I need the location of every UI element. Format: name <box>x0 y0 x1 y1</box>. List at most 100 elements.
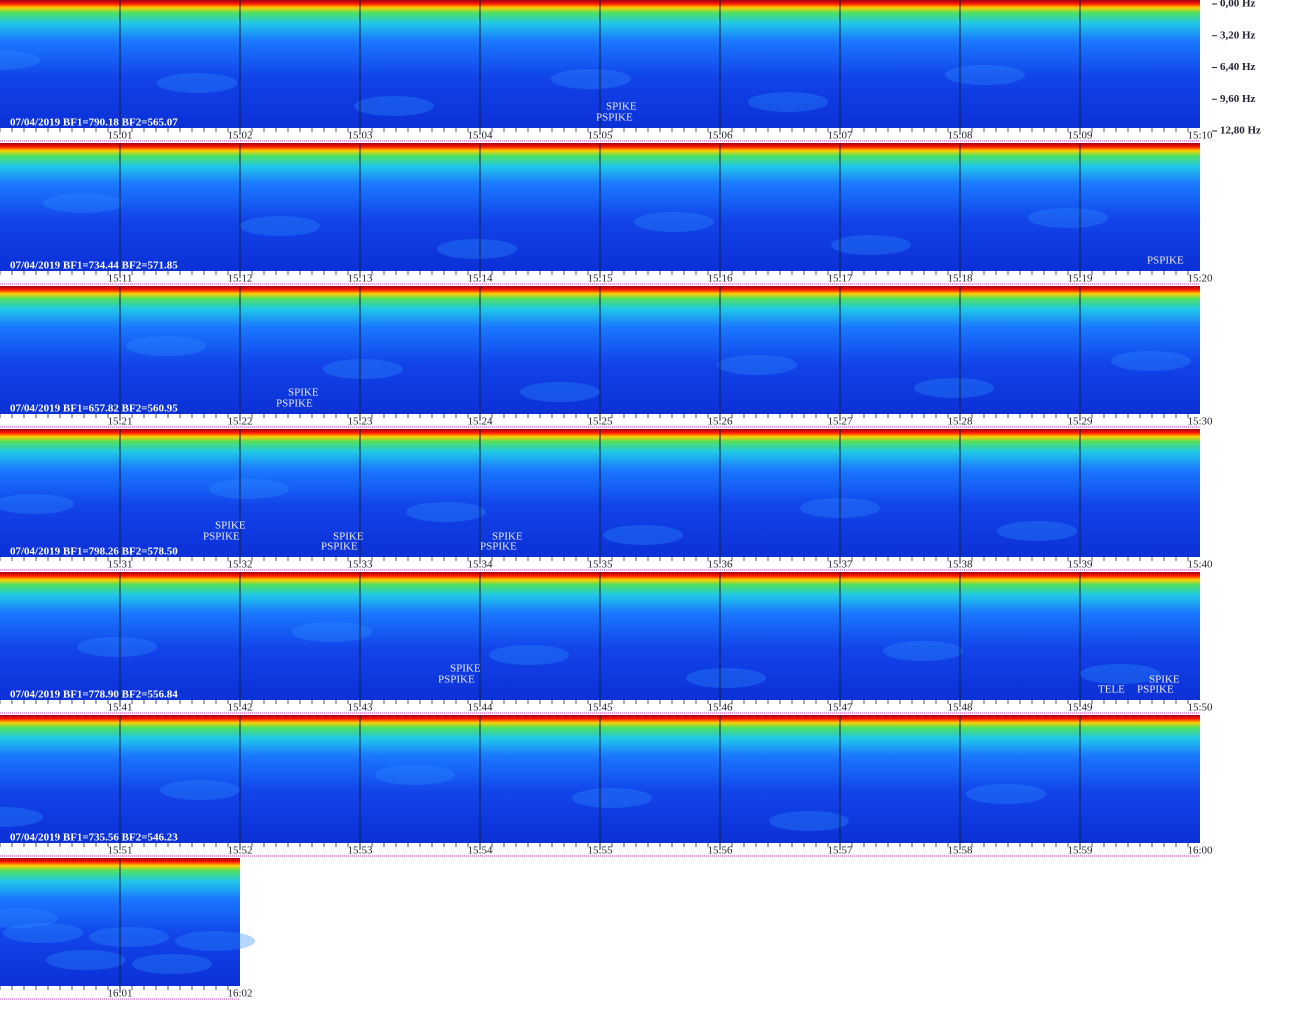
noise <box>883 641 963 661</box>
time-label: 16:01 <box>107 988 132 1000</box>
annotation: SPIKE <box>606 101 637 113</box>
noise <box>1111 351 1191 371</box>
time-label: 15:52 <box>227 845 252 857</box>
time-label: 15:19 <box>1067 273 1093 285</box>
noise <box>77 637 157 657</box>
row-label: 07/04/2019 BF1=790.18 BF2=565.07 <box>10 117 178 129</box>
time-label: 15:15 <box>587 273 613 285</box>
noise <box>831 235 911 255</box>
time-label: 15:02 <box>227 130 252 142</box>
time-label: 15:27 <box>827 416 853 428</box>
time-label: 16:00 <box>1187 845 1213 857</box>
annotation: PSPIKE <box>1137 684 1174 696</box>
time-label: 15:47 <box>827 702 853 714</box>
time-label: 15:46 <box>707 702 733 714</box>
noise <box>46 950 126 970</box>
noise <box>1028 208 1108 228</box>
time-label: 15:34 <box>467 559 493 571</box>
noise <box>717 355 797 375</box>
annotation: SPIKE <box>333 531 364 543</box>
noise <box>375 765 455 785</box>
time-label: 15:01 <box>107 130 132 142</box>
time-label: 15:30 <box>1187 416 1213 428</box>
noise <box>209 479 289 499</box>
time-label: 15:24 <box>467 416 493 428</box>
time-label: 15:50 <box>1187 702 1213 714</box>
time-label: 15:31 <box>107 559 132 571</box>
time-label: 15:21 <box>107 416 132 428</box>
time-label: 15:55 <box>587 845 613 857</box>
noise <box>634 212 714 232</box>
freq-label: 3,20 Hz <box>1220 29 1256 41</box>
time-label: 15:09 <box>1067 130 1093 142</box>
time-label: 15:10 <box>1187 130 1213 142</box>
time-label: 15:57 <box>827 845 853 857</box>
noise <box>0 494 74 514</box>
row-label: 07/04/2019 BF1=798.26 BF2=578.50 <box>10 546 178 558</box>
time-label: 15:22 <box>227 416 252 428</box>
noise <box>914 378 994 398</box>
time-label: 15:51 <box>107 845 132 857</box>
noise <box>0 807 43 827</box>
noise <box>769 811 849 831</box>
freq-label: 6,40 Hz <box>1220 61 1256 73</box>
time-label: 15:56 <box>707 845 733 857</box>
time-label: 15:37 <box>827 559 853 571</box>
noise <box>686 668 766 688</box>
noise <box>175 931 255 951</box>
time-label: 15:44 <box>467 702 493 714</box>
time-label: 15:41 <box>107 702 132 714</box>
time-label: 15:08 <box>947 130 973 142</box>
time-label: 15:54 <box>467 845 493 857</box>
noise <box>603 525 683 545</box>
noise <box>323 359 403 379</box>
time-label: 15:28 <box>947 416 973 428</box>
noise <box>0 50 40 70</box>
annotation: SPIKE <box>450 663 481 675</box>
noise <box>157 73 237 93</box>
freq-label: 0,00 Hz <box>1220 0 1256 10</box>
time-label: 15:59 <box>1067 845 1093 857</box>
annotation: SPIKE <box>288 387 319 399</box>
time-label: 16:02 <box>227 988 252 1000</box>
annotation: PSPIKE <box>321 541 358 553</box>
time-label: 15:45 <box>587 702 613 714</box>
annotation: TELE <box>1098 684 1125 696</box>
row-label: 07/04/2019 BF1=734.44 BF2=571.85 <box>10 260 178 272</box>
time-label: 15:40 <box>1187 559 1213 571</box>
annotation: PSPIKE <box>438 674 475 686</box>
row-label: 07/04/2019 BF1=778.90 BF2=556.84 <box>10 689 178 701</box>
time-label: 15:36 <box>707 559 733 571</box>
noise <box>572 788 652 808</box>
annotation: PSPIKE <box>480 541 517 553</box>
annotation: SPIKE <box>1149 674 1180 686</box>
time-label: 15:53 <box>347 845 373 857</box>
time-label: 15:14 <box>467 273 493 285</box>
noise <box>126 336 206 356</box>
time-label: 15:58 <box>947 845 973 857</box>
annotation: PSPIKE <box>596 112 633 124</box>
time-label: 15:16 <box>707 273 733 285</box>
noise <box>89 927 169 947</box>
time-label: 15:07 <box>827 130 853 142</box>
noise <box>997 521 1077 541</box>
time-label: 15:17 <box>827 273 853 285</box>
time-label: 15:23 <box>347 416 373 428</box>
time-label: 15:49 <box>1067 702 1093 714</box>
time-label: 15:04 <box>467 130 493 142</box>
noise <box>3 923 83 943</box>
noise <box>160 780 240 800</box>
annotation: SPIKE <box>492 531 523 543</box>
time-label: 15:26 <box>707 416 733 428</box>
time-label: 15:11 <box>108 273 133 285</box>
time-label: 15:48 <box>947 702 973 714</box>
noise <box>520 382 600 402</box>
time-label: 15:18 <box>947 273 973 285</box>
time-label: 15:20 <box>1187 273 1213 285</box>
noise <box>437 239 517 259</box>
time-label: 15:25 <box>587 416 613 428</box>
time-label: 15:39 <box>1067 559 1093 571</box>
annotation: PSPIKE <box>203 531 240 543</box>
noise <box>551 69 631 89</box>
